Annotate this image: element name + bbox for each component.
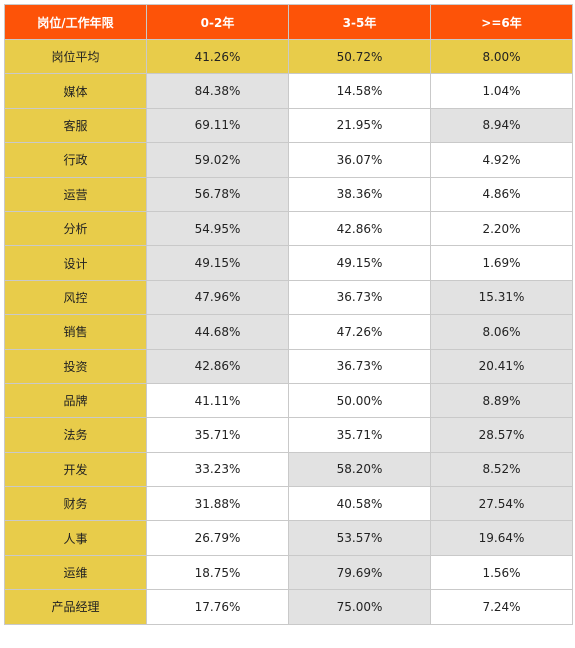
- row-label: 投资: [4, 348, 147, 384]
- table-row: 媒体 84.38% 14.58% 1.04%: [4, 73, 573, 109]
- table-row: 客服 69.11% 21.95% 8.94%: [4, 107, 573, 144]
- row-value: 41.11%: [146, 382, 289, 419]
- table-row: 行政 59.02% 36.07% 4.92%: [4, 142, 573, 178]
- row-value: 1.04%: [430, 73, 573, 109]
- row-value: 4.86%: [430, 176, 573, 212]
- row-value: 18.75%: [146, 554, 289, 591]
- table-row: 人事 26.79% 53.57% 19.64%: [4, 520, 573, 556]
- header-cell-role: 岗位/工作年限: [4, 4, 147, 40]
- row-label: 风控: [4, 279, 147, 316]
- row-value: 15.31%: [430, 279, 573, 316]
- row-value: 28.57%: [430, 417, 573, 453]
- average-value: 8.00%: [430, 38, 573, 75]
- row-value: 8.89%: [430, 382, 573, 419]
- table-row: 销售 44.68% 47.26% 8.06%: [4, 314, 573, 350]
- average-value: 41.26%: [146, 38, 289, 75]
- row-value: 36.73%: [288, 348, 431, 384]
- job-tenure-table: 岗位/工作年限 0-2年 3-5年 >=6年 岗位平均 41.26% 50.72…: [4, 4, 573, 625]
- table-row: 财务 31.88% 40.58% 27.54%: [4, 486, 573, 522]
- row-value: 26.79%: [146, 520, 289, 556]
- row-value: 49.15%: [288, 245, 431, 281]
- table-row: 运营 56.78% 38.36% 4.86%: [4, 176, 573, 212]
- header-row: 岗位/工作年限 0-2年 3-5年 >=6年: [4, 4, 573, 40]
- row-value: 50.00%: [288, 382, 431, 419]
- row-value: 38.36%: [288, 176, 431, 212]
- row-label: 销售: [4, 314, 147, 350]
- row-value: 36.07%: [288, 142, 431, 178]
- table-row: 开发 33.23% 58.20% 8.52%: [4, 451, 573, 488]
- row-value: 42.86%: [146, 348, 289, 384]
- table-container: 岗位/工作年限 0-2年 3-5年 >=6年 岗位平均 41.26% 50.72…: [4, 4, 573, 625]
- row-value: 42.86%: [288, 210, 431, 247]
- table-row: 投资 42.86% 36.73% 20.41%: [4, 348, 573, 384]
- row-value: 1.69%: [430, 245, 573, 281]
- table-row: 运维 18.75% 79.69% 1.56%: [4, 554, 573, 591]
- row-value: 31.88%: [146, 486, 289, 522]
- average-row: 岗位平均 41.26% 50.72% 8.00%: [4, 38, 573, 75]
- table-row: 品牌 41.11% 50.00% 8.89%: [4, 382, 573, 419]
- row-label: 运维: [4, 554, 147, 591]
- row-label: 财务: [4, 486, 147, 522]
- row-label: 开发: [4, 451, 147, 488]
- row-value: 8.06%: [430, 314, 573, 350]
- row-value: 47.26%: [288, 314, 431, 350]
- row-value: 47.96%: [146, 279, 289, 316]
- row-value: 75.00%: [288, 589, 431, 625]
- row-value: 4.92%: [430, 142, 573, 178]
- header-cell-0-2-years: 0-2年: [146, 4, 289, 40]
- average-label: 岗位平均: [4, 38, 147, 75]
- row-value: 8.94%: [430, 107, 573, 144]
- row-value: 1.56%: [430, 554, 573, 591]
- row-value: 19.64%: [430, 520, 573, 556]
- row-value: 27.54%: [430, 486, 573, 522]
- row-value: 69.11%: [146, 107, 289, 144]
- row-value: 14.58%: [288, 73, 431, 109]
- row-value: 17.76%: [146, 589, 289, 625]
- row-label: 分析: [4, 210, 147, 247]
- row-value: 53.57%: [288, 520, 431, 556]
- row-value: 59.02%: [146, 142, 289, 178]
- row-value: 58.20%: [288, 451, 431, 488]
- table-row: 风控 47.96% 36.73% 15.31%: [4, 279, 573, 316]
- row-value: 54.95%: [146, 210, 289, 247]
- table-row: 分析 54.95% 42.86% 2.20%: [4, 210, 573, 247]
- table-row: 产品经理 17.76% 75.00% 7.24%: [4, 589, 573, 625]
- row-label: 产品经理: [4, 589, 147, 625]
- row-label: 行政: [4, 142, 147, 178]
- table-row: 设计 49.15% 49.15% 1.69%: [4, 245, 573, 281]
- row-value: 84.38%: [146, 73, 289, 109]
- row-value: 56.78%: [146, 176, 289, 212]
- row-label: 设计: [4, 245, 147, 281]
- row-value: 44.68%: [146, 314, 289, 350]
- header-cell-3-5-years: 3-5年: [288, 4, 431, 40]
- row-value: 40.58%: [288, 486, 431, 522]
- average-value: 50.72%: [288, 38, 431, 75]
- row-label: 运营: [4, 176, 147, 212]
- row-value: 8.52%: [430, 451, 573, 488]
- row-value: 7.24%: [430, 589, 573, 625]
- table-row: 法务 35.71% 35.71% 28.57%: [4, 417, 573, 453]
- row-label: 客服: [4, 107, 147, 144]
- header-cell-6-plus-years: >=6年: [430, 4, 573, 40]
- row-value: 20.41%: [430, 348, 573, 384]
- row-value: 79.69%: [288, 554, 431, 591]
- row-label: 媒体: [4, 73, 147, 109]
- row-value: 21.95%: [288, 107, 431, 144]
- row-value: 2.20%: [430, 210, 573, 247]
- row-label: 人事: [4, 520, 147, 556]
- row-value: 36.73%: [288, 279, 431, 316]
- row-value: 35.71%: [288, 417, 431, 453]
- row-label: 品牌: [4, 382, 147, 419]
- row-value: 33.23%: [146, 451, 289, 488]
- row-value: 49.15%: [146, 245, 289, 281]
- row-value: 35.71%: [146, 417, 289, 453]
- row-label: 法务: [4, 417, 147, 453]
